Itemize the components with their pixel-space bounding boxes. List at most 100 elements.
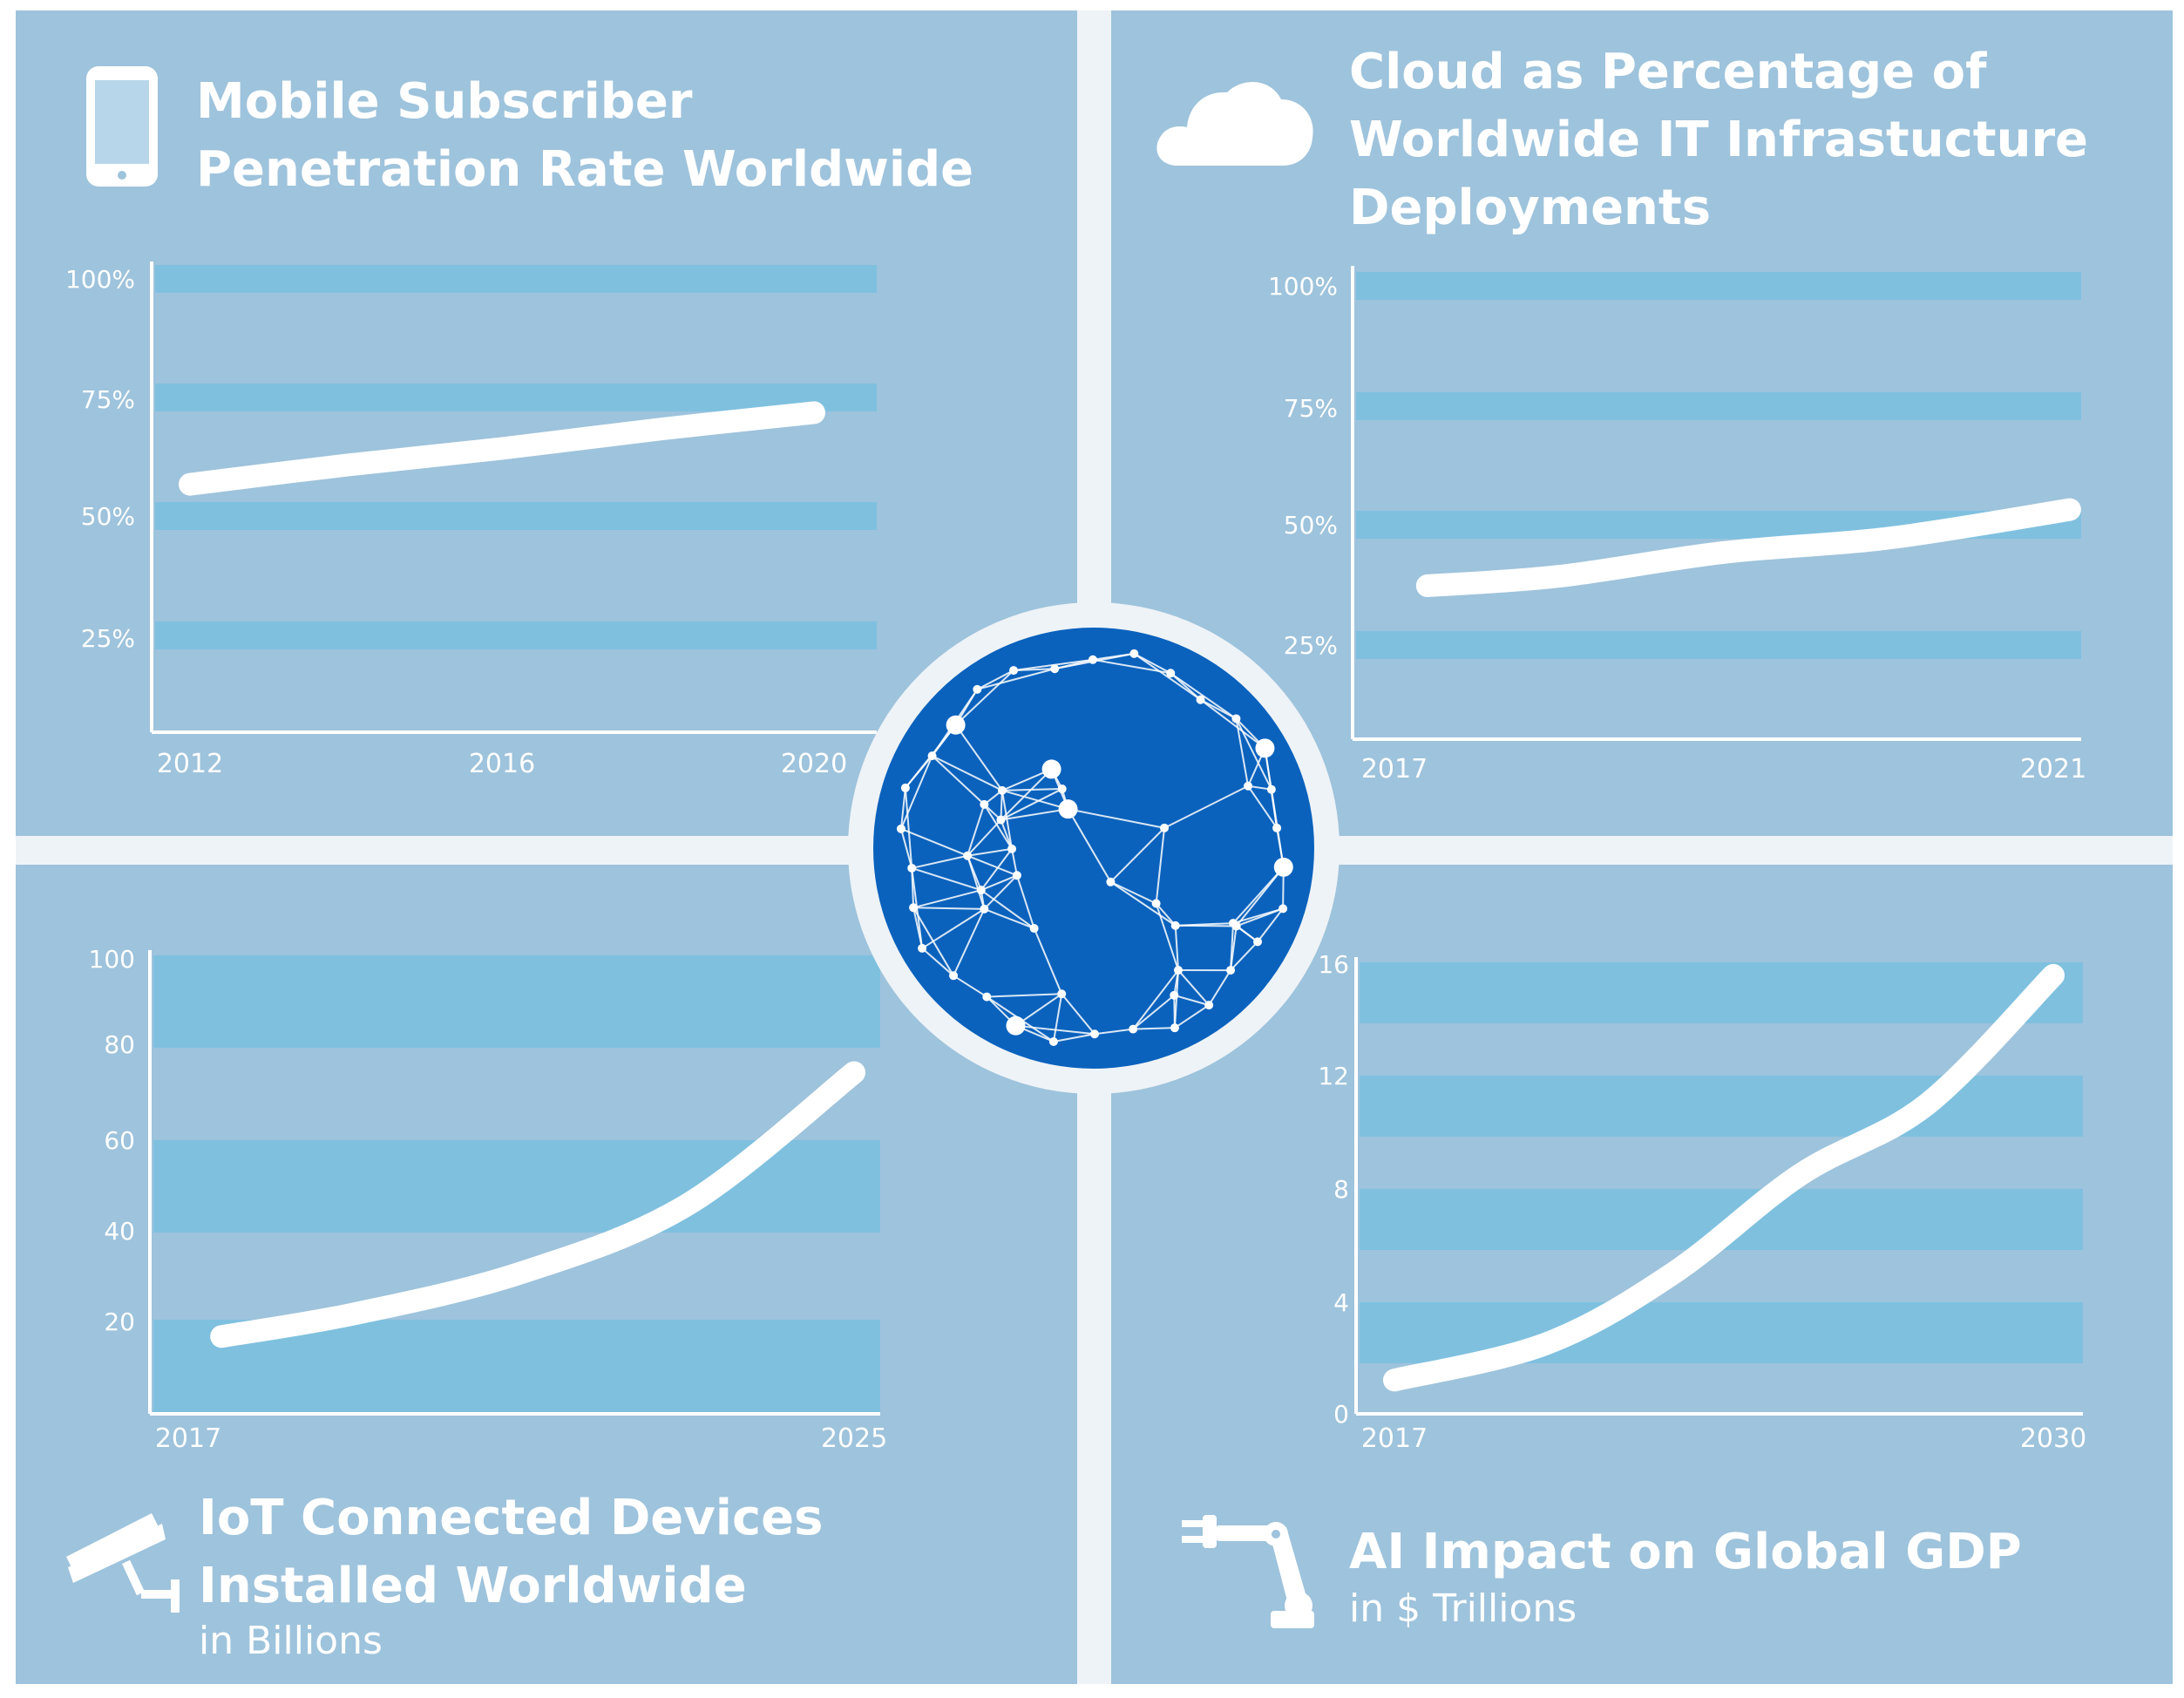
globe-link: [977, 668, 1055, 690]
globe-link: [1132, 995, 1175, 1030]
globe-link: [931, 755, 986, 805]
globe-link: [1174, 994, 1210, 1007]
globe-link: [1052, 994, 1063, 1043]
globe-link: [900, 755, 933, 830]
chart-cloud-y-tick-label: 75%: [1284, 394, 1338, 423]
globe-node: [1050, 664, 1060, 674]
globe-node: [1048, 1036, 1058, 1046]
globe-node: [907, 863, 917, 873]
globe-node: [896, 824, 905, 833]
chart-ai-y-tick-label: 12: [1318, 1062, 1349, 1090]
globe-link: [980, 889, 1035, 929]
globe-node: [1174, 966, 1184, 975]
globe-node: [927, 751, 937, 761]
globe-link: [980, 874, 1018, 892]
globe-node: [1273, 857, 1293, 877]
iot-subtitle: in Billions: [199, 1619, 383, 1663]
globe-link: [1177, 969, 1210, 1006]
globe-node: [963, 851, 973, 860]
globe-link: [1109, 827, 1165, 883]
chart-ai-series-line: [1383, 963, 2065, 1392]
security-camera-icon: [66, 1513, 180, 1613]
globe-link: [1174, 1004, 1210, 1029]
globe-link: [967, 818, 1002, 857]
robot-arm-icon: [1182, 1515, 1314, 1628]
globe-link: [1163, 784, 1249, 829]
globe-link: [967, 855, 986, 910]
globe-node: [1129, 1024, 1138, 1034]
globe-node: [1088, 655, 1097, 664]
globe-link: [911, 866, 982, 892]
chart-mobile-x-tick-label: 2020: [781, 749, 847, 779]
globe-link: [983, 874, 1018, 910]
mobile-title: Mobile Subscriber Penetration Rate World…: [196, 68, 973, 204]
globe-node: [1106, 877, 1116, 886]
chart-cloud-y-tick-label: 50%: [1284, 511, 1338, 540]
globe-node: [1041, 759, 1061, 779]
globe-node: [1204, 1001, 1214, 1010]
globe-node: [1166, 669, 1176, 678]
globe-link: [1109, 880, 1157, 905]
globe-link: [1068, 808, 1165, 829]
globe-link: [953, 908, 986, 976]
chart-iot-y-tick-label: 60: [104, 1126, 135, 1155]
chart-mobile-x-tick-label: 2016: [469, 749, 535, 779]
ai-subtitle: in $ Trillions: [1349, 1586, 1577, 1631]
globe-node: [996, 815, 1006, 825]
globe-node: [1057, 784, 1067, 794]
globe-link: [912, 889, 982, 909]
chart-ai-y-tick-label: 8: [1333, 1175, 1349, 1204]
globe-node: [1151, 899, 1161, 908]
globe-node: [1160, 823, 1170, 832]
network-globe-icon: [848, 602, 1340, 1094]
chart-iot-x-tick-label: 2025: [821, 1423, 887, 1454]
globe-node: [1009, 666, 1019, 676]
globe-link: [1235, 718, 1250, 786]
chart-mobile-y-tick-label: 25%: [81, 624, 135, 653]
cloud-title-line-3: Deployments: [1349, 180, 1712, 236]
globe-node: [1170, 990, 1179, 1000]
globe-link: [1208, 969, 1231, 1006]
globe-link: [976, 669, 1014, 690]
globe-link: [983, 907, 1034, 929]
chart-iot-series-line: [210, 1061, 865, 1348]
chart-cloud-band: [1356, 631, 2081, 659]
chart-mobile-y-tick-label: 50%: [81, 502, 135, 531]
chart-iot-y-tick-label: 40: [104, 1217, 135, 1246]
globe-link: [1230, 923, 1234, 971]
globe-node: [946, 715, 966, 735]
cloud-icon: [1156, 82, 1313, 166]
globe-node: [980, 904, 989, 914]
smartphone-icon: [86, 66, 158, 187]
globe-link: [954, 724, 1003, 791]
globe-node: [900, 783, 910, 792]
globe-link: [1247, 785, 1278, 829]
globe-link: [1000, 790, 1003, 820]
globe-link: [967, 854, 1018, 877]
globe-node: [1012, 871, 1021, 880]
chart-ai-band: [1360, 962, 2083, 1023]
chart-cloud-band: [1356, 392, 2081, 420]
mobile-title-line-1: Mobile Subscriber: [196, 73, 693, 130]
globe-node: [980, 799, 989, 809]
globe-link: [1033, 927, 1063, 995]
chart-cloud-y-tick-label: 100%: [1268, 272, 1338, 301]
globe-node: [949, 971, 959, 981]
globe-link: [1015, 874, 1035, 929]
globe-link: [1155, 827, 1166, 904]
globe-link: [1170, 672, 1237, 720]
globe-node: [1007, 844, 1017, 853]
globe-link: [913, 907, 985, 910]
iot-title-line-2: Installed Worldwide: [199, 1558, 747, 1614]
chart-cloud-band: [1356, 272, 2081, 300]
globe-link: [1257, 907, 1284, 942]
globe-link: [921, 947, 954, 977]
globe-link: [1094, 1028, 1134, 1036]
globe-link: [967, 804, 986, 857]
globe-node: [909, 903, 919, 913]
globe-node: [1226, 966, 1236, 975]
globe-link: [1000, 808, 1068, 821]
globe-link: [1235, 866, 1285, 927]
globe-link: [1000, 788, 1063, 821]
chart-ai-x-tick-label: 2030: [2020, 1423, 2086, 1454]
